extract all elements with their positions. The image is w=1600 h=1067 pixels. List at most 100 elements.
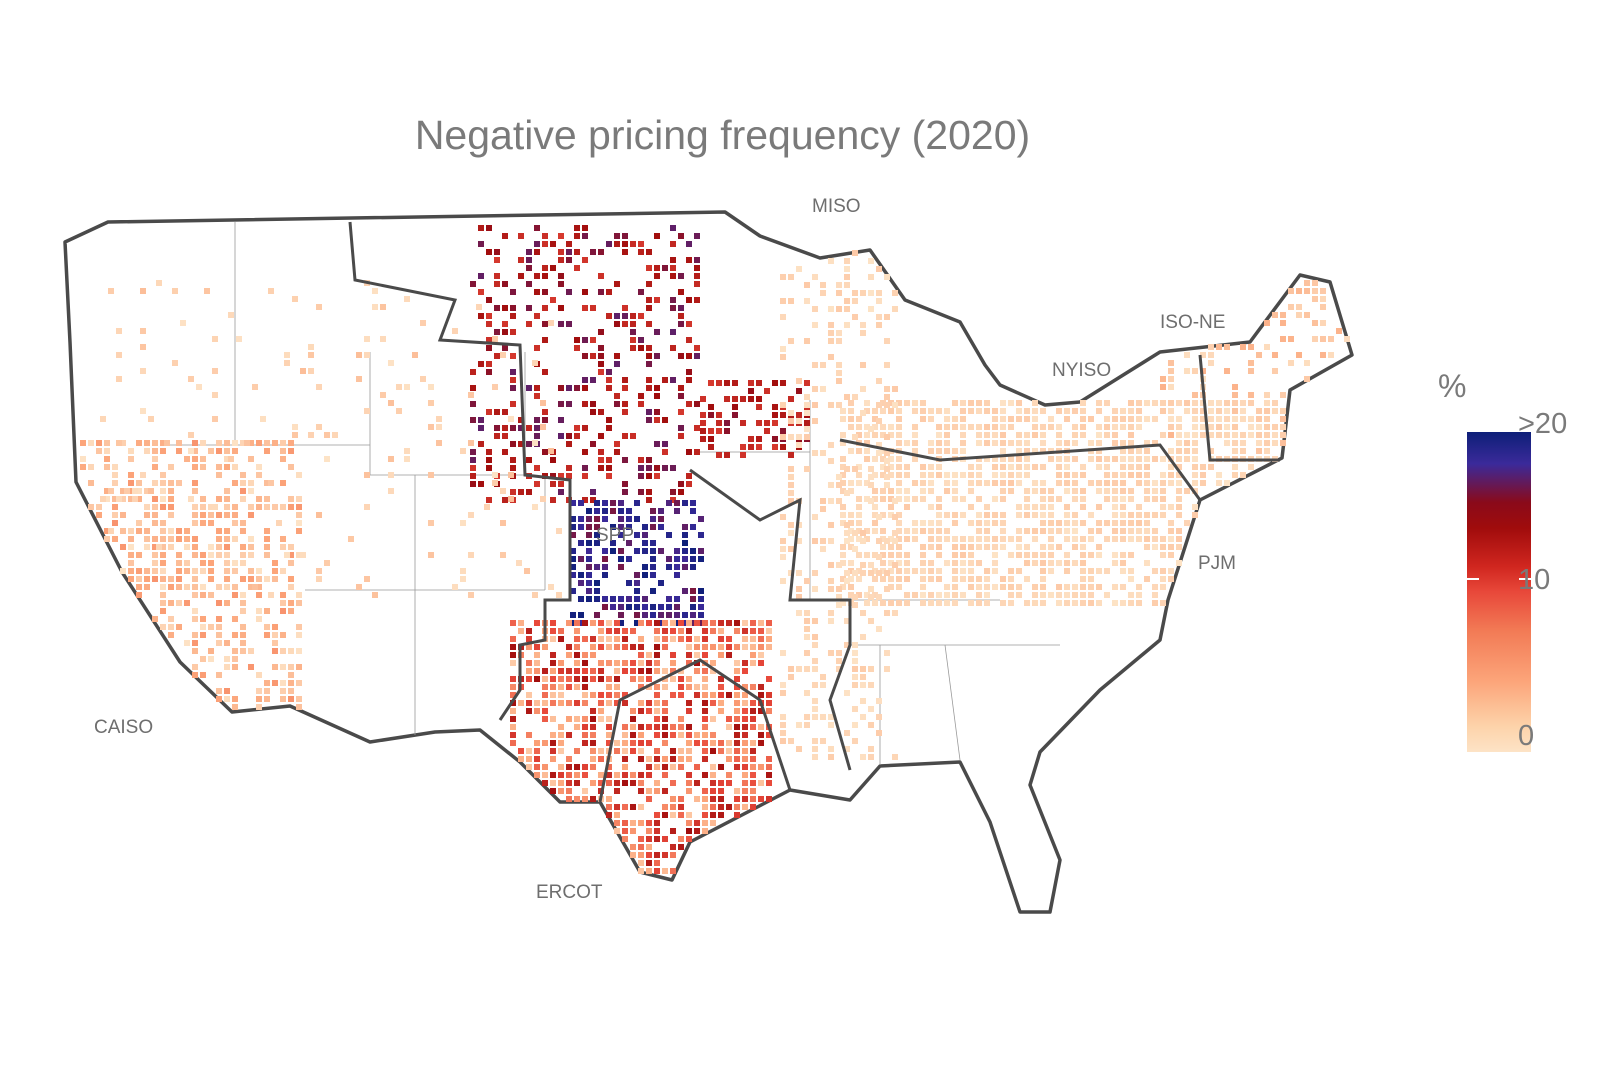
- price-cell: [678, 636, 684, 642]
- price-cell: [120, 568, 126, 574]
- price-cell: [1304, 312, 1310, 318]
- price-cell: [586, 532, 592, 538]
- price-cell: [586, 572, 592, 578]
- price-cell: [666, 556, 672, 562]
- price-cell: [976, 528, 982, 534]
- price-cell: [1248, 392, 1254, 398]
- price-cell: [662, 628, 668, 634]
- price-cell: [896, 464, 902, 470]
- price-cell: [1000, 408, 1006, 414]
- price-cell: [646, 796, 652, 802]
- price-cell: [566, 385, 572, 391]
- price-cell: [702, 628, 708, 634]
- price-cell: [872, 600, 878, 606]
- price-cell: [1168, 552, 1174, 558]
- price-cell: [1056, 520, 1062, 526]
- price-cell: [622, 700, 628, 706]
- price-cell: [690, 612, 696, 618]
- price-cell: [1024, 552, 1030, 558]
- price-cell: [1064, 536, 1070, 542]
- price-cell: [716, 412, 722, 418]
- price-cell: [860, 410, 866, 416]
- price-cell: [880, 432, 886, 438]
- price-cell: [542, 740, 548, 746]
- price-cell: [614, 676, 620, 682]
- price-cell: [750, 756, 756, 762]
- price-cell: [412, 352, 418, 358]
- price-cell: [518, 489, 524, 495]
- price-cell: [888, 488, 894, 494]
- price-cell: [984, 408, 990, 414]
- price-cell: [308, 368, 314, 374]
- price-cell: [542, 700, 548, 706]
- price-cell: [960, 592, 966, 598]
- price-cell: [1168, 544, 1174, 550]
- price-cell: [694, 233, 700, 239]
- price-cell: [1080, 408, 1086, 414]
- price-cell: [912, 448, 918, 454]
- price-cell: [1024, 528, 1030, 534]
- price-cell: [1160, 400, 1166, 406]
- price-cell: [1136, 520, 1142, 526]
- price-cell: [428, 400, 434, 406]
- price-cell: [694, 828, 700, 834]
- price-cell: [726, 692, 732, 698]
- price-cell: [884, 458, 890, 464]
- price-cell: [208, 504, 214, 510]
- price-cell: [984, 544, 990, 550]
- price-cell: [602, 516, 608, 522]
- price-cell: [494, 433, 500, 439]
- price-cell: [780, 428, 786, 434]
- price-cell: [602, 500, 608, 506]
- price-cell: [570, 532, 576, 538]
- price-cell: [630, 660, 636, 666]
- price-cell: [796, 266, 802, 272]
- price-cell: [670, 796, 676, 802]
- price-cell: [756, 420, 762, 426]
- price-cell: [558, 676, 564, 682]
- price-cell: [1040, 432, 1046, 438]
- price-cell: [404, 384, 410, 390]
- price-cell: [892, 610, 898, 616]
- price-cell: [742, 748, 748, 754]
- price-cell: [140, 288, 146, 294]
- price-cell: [812, 642, 818, 648]
- price-cell: [128, 552, 134, 558]
- price-cell: [240, 576, 246, 582]
- price-cell: [1040, 552, 1046, 558]
- price-cell: [1280, 392, 1286, 398]
- price-cell: [240, 496, 246, 502]
- price-cell: [662, 732, 668, 738]
- price-cell: [944, 536, 950, 542]
- price-cell: [1096, 520, 1102, 526]
- price-cell: [578, 572, 584, 578]
- price-cell: [788, 410, 794, 416]
- price-cell: [534, 249, 540, 255]
- price-cell: [766, 628, 772, 634]
- price-cell: [702, 644, 708, 650]
- price-cell: [1120, 552, 1126, 558]
- price-cell: [1296, 304, 1302, 310]
- price-cell: [470, 449, 476, 455]
- price-cell: [646, 473, 652, 479]
- price-cell: [272, 504, 278, 510]
- price-cell: [780, 722, 786, 728]
- price-cell: [702, 748, 708, 754]
- price-cell: [534, 417, 540, 423]
- price-cell: [582, 289, 588, 295]
- price-cell: [702, 820, 708, 826]
- price-cell: [140, 368, 146, 374]
- price-cell: [296, 496, 302, 502]
- price-cell: [662, 620, 668, 626]
- price-cell: [284, 352, 290, 358]
- price-cell: [606, 732, 612, 738]
- price-cell: [872, 528, 878, 534]
- price-cell: [622, 636, 628, 642]
- price-cell: [396, 384, 402, 390]
- price-cell: [1080, 504, 1086, 510]
- price-cell: [1072, 440, 1078, 446]
- price-cell: [1104, 520, 1110, 526]
- price-cell: [558, 417, 564, 423]
- price-cell: [678, 393, 684, 399]
- price-cell: [1040, 592, 1046, 598]
